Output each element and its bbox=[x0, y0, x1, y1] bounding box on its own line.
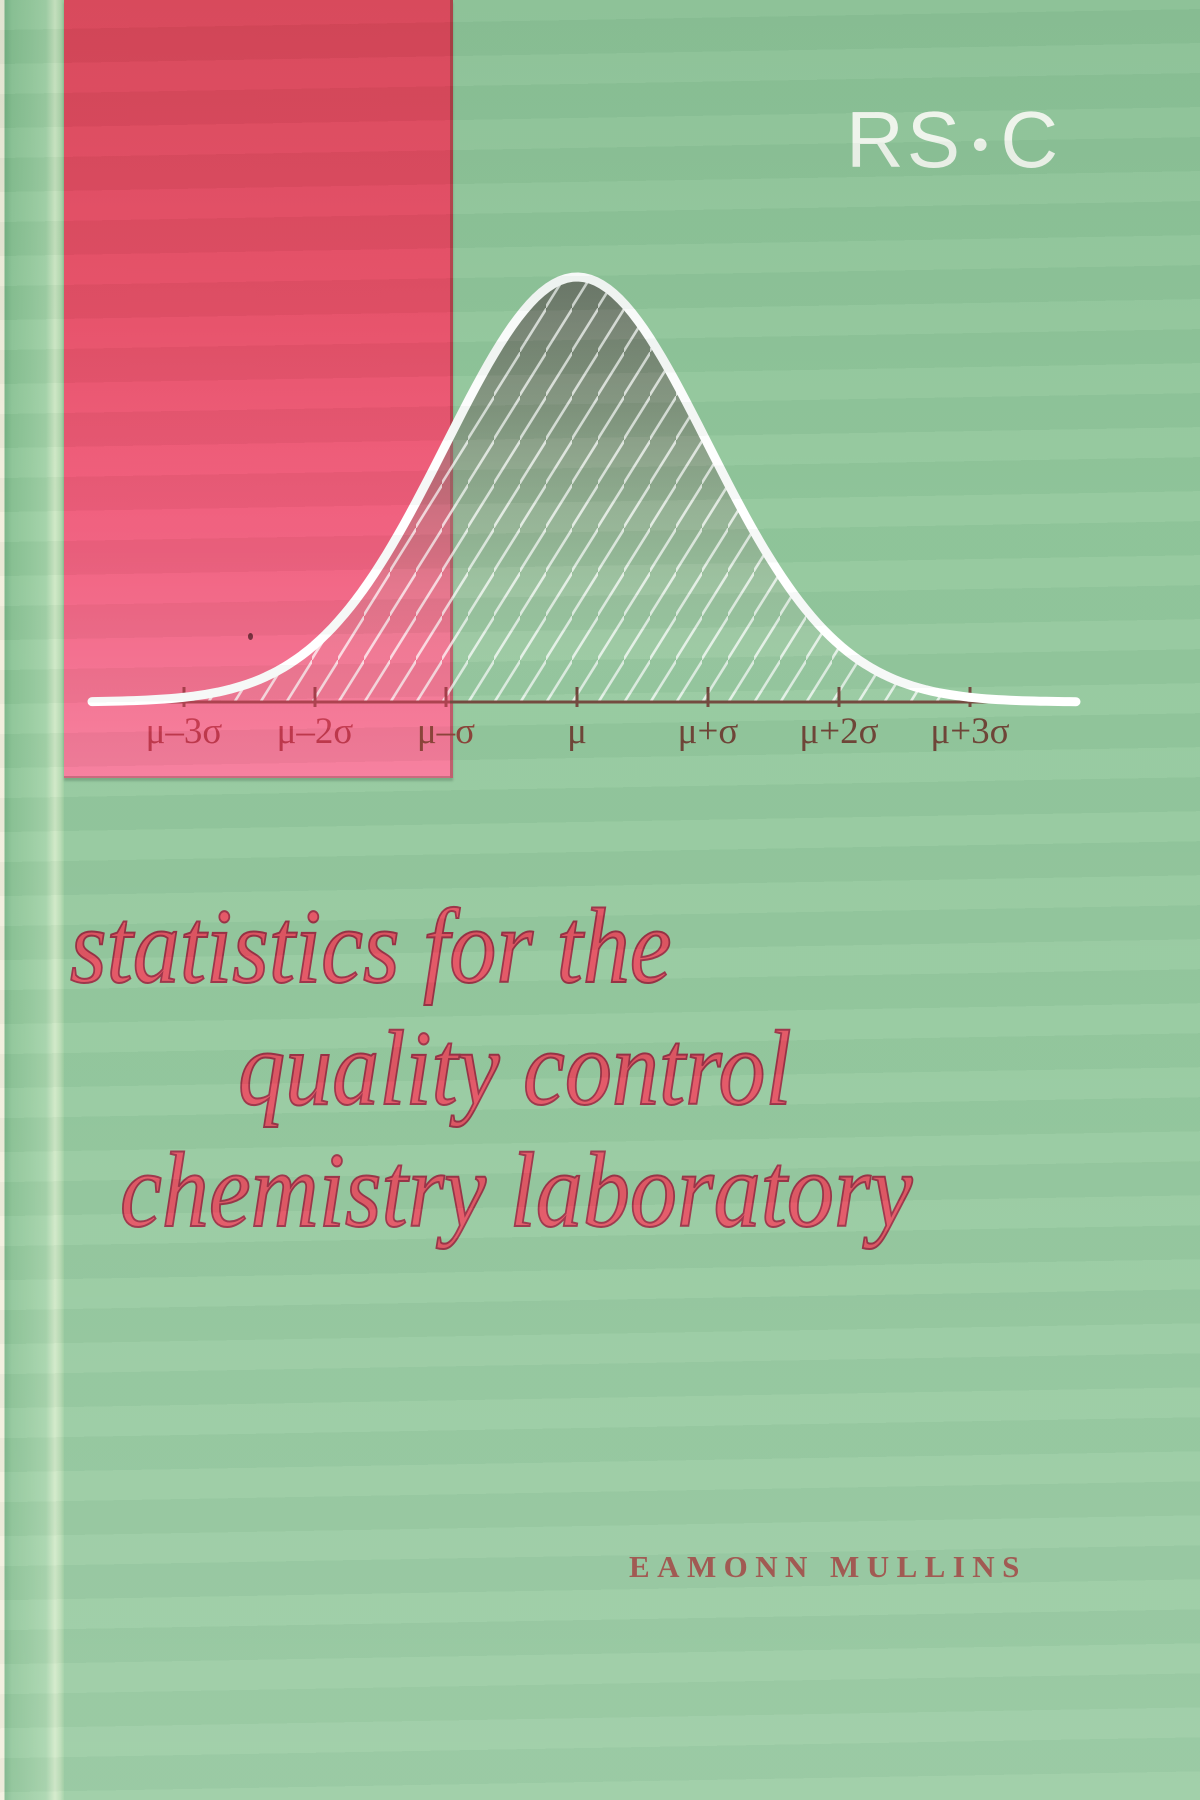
curve-area-hatch bbox=[92, 277, 1080, 702]
x-tick-label: μ+σ bbox=[677, 711, 739, 752]
logo-dot-icon: • bbox=[972, 118, 992, 170]
book-spine-edge bbox=[0, 0, 64, 1800]
logo-text-right: C bbox=[1000, 95, 1062, 184]
x-tick-label: μ–3σ bbox=[145, 711, 223, 752]
x-axis bbox=[92, 687, 1076, 707]
x-tick-label: μ+3σ bbox=[930, 711, 1010, 752]
book-title-line-2: quality control bbox=[237, 1009, 792, 1129]
normal-distribution-chart bbox=[87, 272, 1081, 707]
publisher-logo-rsc: RS • C bbox=[846, 94, 1061, 186]
x-tick-label: μ bbox=[567, 711, 587, 752]
author-name: EAMONN MULLINS bbox=[629, 1549, 1027, 1584]
x-tick-label: μ–σ bbox=[416, 711, 476, 752]
logo-text-left: RS bbox=[846, 95, 964, 184]
axis-ticks bbox=[182, 687, 972, 707]
curve-line bbox=[87, 272, 1081, 707]
x-tick-label: μ–2σ bbox=[276, 711, 354, 752]
x-tick-label: μ+2σ bbox=[799, 711, 879, 752]
book-title-line-3: chemistry laboratory bbox=[119, 1131, 913, 1251]
book-title-line-1: statistics for the bbox=[69, 887, 672, 1007]
dust-speck bbox=[248, 633, 253, 640]
